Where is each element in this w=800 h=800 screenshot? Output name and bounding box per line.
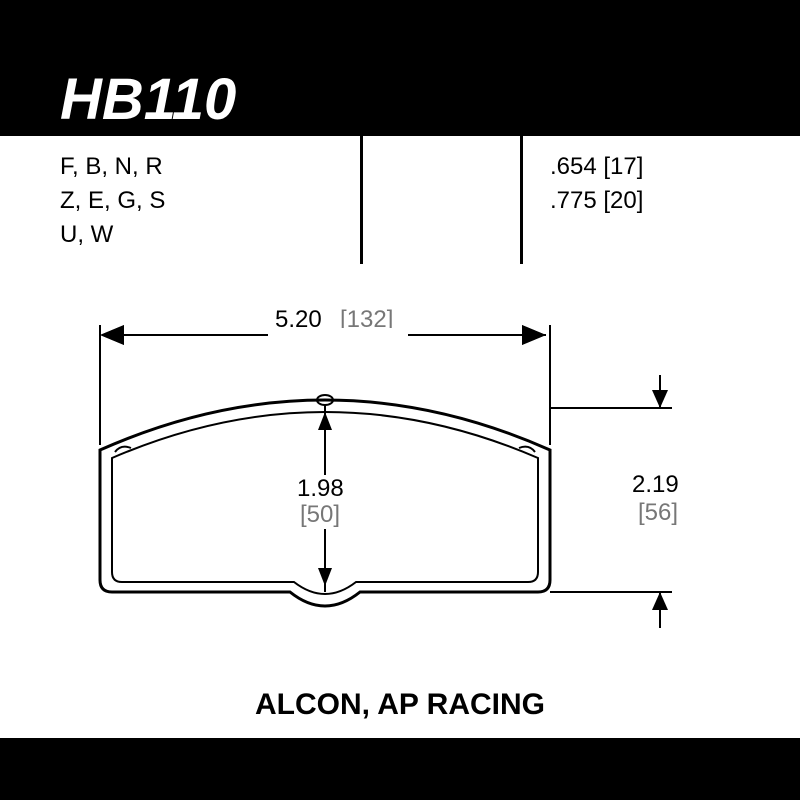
thickness-row: .654 [17] — [550, 150, 750, 184]
compound-row: U, W — [60, 218, 370, 252]
part-number-title: HB110 — [60, 66, 236, 133]
column-separator — [520, 136, 523, 264]
dimensioned-drawing: 5.20 [132] — [60, 280, 740, 670]
compound-row: Z, E, G, S — [60, 184, 370, 218]
spec-columns: F, B, N, R Z, E, G, S U, W .654 [17] .77… — [60, 136, 740, 266]
bottom-black-bar — [0, 738, 800, 800]
thickness-row: .775 [20] — [550, 184, 750, 218]
drawing-svg: 5.20 [132] — [60, 280, 740, 700]
height-dimension: 2.19 [56] — [550, 375, 679, 628]
height-dim-mm: [56] — [638, 499, 678, 526]
top-black-bar — [0, 0, 800, 60]
application-label: ALCON, AP RACING — [0, 688, 800, 722]
thickness-column: .654 [17] .775 [20] — [550, 150, 750, 218]
inner-dim-in: 1.98 — [297, 475, 344, 502]
compound-codes-column: F, B, N, R Z, E, G, S U, W — [60, 150, 370, 252]
diagram-canvas: HB110 F, B, N, R Z, E, G, S U, W .654 [1… — [0, 0, 800, 800]
inner-height-dimension: 1.98 [50] — [280, 412, 370, 586]
height-dim-in: 2.19 — [632, 471, 679, 498]
inner-dim-mm: [50] — [300, 501, 340, 528]
column-separator — [360, 136, 363, 264]
compound-row: F, B, N, R — [60, 150, 370, 184]
